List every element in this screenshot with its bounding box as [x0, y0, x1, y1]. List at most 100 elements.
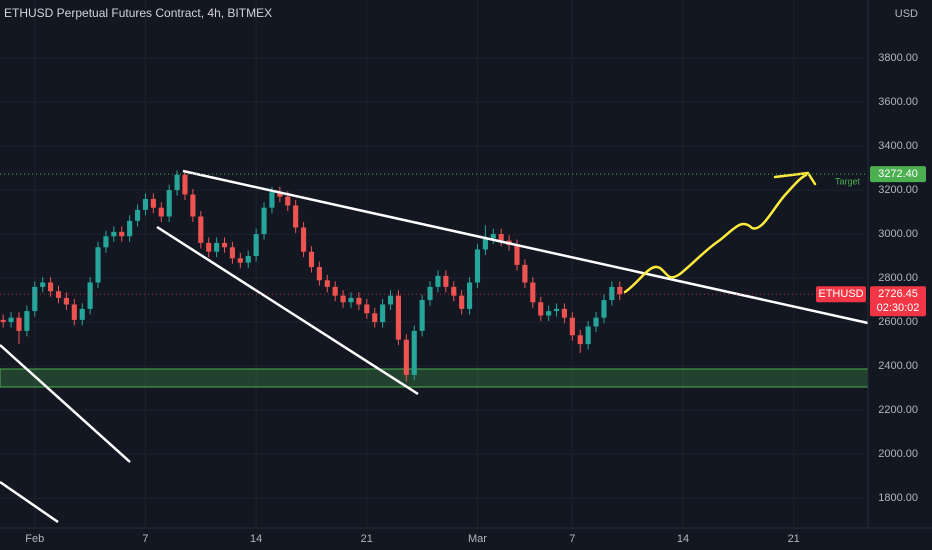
candle-body — [190, 194, 196, 217]
candle-body — [332, 286, 338, 296]
candle-body — [451, 286, 457, 296]
x-tick-label: 21 — [361, 533, 373, 545]
candle-body — [340, 295, 346, 303]
candle-body — [530, 282, 536, 303]
trendline — [182, 169, 869, 325]
candle-body — [593, 317, 599, 327]
y-tick-label: 3600.00 — [878, 96, 918, 108]
candle-body — [395, 295, 401, 340]
target-price-label: 3272.40 — [878, 168, 918, 180]
candle-body — [546, 311, 552, 316]
candle-body — [577, 335, 583, 345]
candle-body — [569, 317, 575, 336]
candle-body — [55, 291, 62, 298]
trendlines — [0, 169, 869, 524]
candle-body — [285, 196, 291, 206]
candle-body — [617, 286, 623, 295]
candle-body — [253, 234, 259, 257]
y-tick-label: 3800.00 — [878, 52, 918, 64]
candle-body — [8, 317, 14, 323]
candle-body — [348, 297, 354, 303]
candle-body — [206, 242, 212, 252]
candle-body — [174, 174, 180, 191]
candle-body — [324, 280, 330, 287]
candle-body — [474, 249, 481, 283]
candle-body — [0, 319, 6, 323]
candle-body — [380, 304, 386, 323]
candle-body — [609, 286, 615, 301]
candle-body — [245, 256, 251, 263]
y-tick-label: 1800.00 — [878, 492, 918, 504]
y-tick-label: 2400.00 — [878, 360, 918, 372]
candle-body — [364, 304, 370, 314]
symbol-box — [816, 286, 866, 303]
candle-body — [419, 300, 425, 331]
support-zone — [0, 368, 869, 388]
price-axis — [868, 0, 932, 550]
candle-body — [158, 207, 164, 217]
candle-body — [269, 192, 275, 208]
currency-label: USD — [895, 8, 918, 20]
candle-body — [316, 267, 322, 281]
x-tick-label: 14 — [250, 533, 262, 545]
candle-body — [585, 326, 591, 345]
candle-body — [411, 330, 417, 375]
y-tick-label: 3200.00 — [878, 184, 918, 196]
candle-body — [538, 302, 544, 316]
candle-body — [142, 198, 149, 210]
y-tick-label: 3000.00 — [878, 228, 918, 240]
y-tick-label: 3400.00 — [878, 140, 918, 152]
candle-body — [403, 339, 409, 375]
candle-body — [229, 247, 235, 259]
candle-body — [119, 231, 125, 237]
candle-body — [300, 227, 307, 252]
y-tick-label: 2200.00 — [878, 404, 918, 416]
candle-body — [79, 308, 85, 320]
candle-body — [498, 234, 504, 241]
candle-body — [277, 192, 283, 197]
candle-body — [95, 247, 101, 283]
candle-body — [24, 311, 30, 331]
candle-body — [237, 258, 243, 263]
candle-body — [459, 295, 465, 309]
candle-body — [63, 297, 69, 305]
candle-body — [71, 304, 77, 320]
x-tick-label: 14 — [677, 533, 689, 545]
candle-body — [387, 295, 394, 305]
candle-body — [514, 245, 520, 265]
candle-body — [214, 242, 220, 252]
y-tick-label: 2600.00 — [878, 316, 918, 328]
x-tick-label: Mar — [468, 533, 487, 545]
candle-body — [32, 286, 38, 312]
x-tick-label: 7 — [142, 533, 148, 545]
candle-body — [482, 238, 488, 250]
chart-title: ETHUSD Perpetual Futures Contract, 4h, B… — [4, 6, 272, 20]
symbol-label: ETHUSD — [818, 288, 863, 300]
candle-body — [150, 198, 156, 208]
candle-body — [443, 275, 449, 287]
candle-body — [221, 242, 228, 248]
candle-body — [435, 275, 441, 287]
trendline — [0, 344, 131, 463]
candle-body — [40, 282, 46, 287]
candle-body — [182, 174, 188, 195]
candle-body — [198, 216, 204, 243]
x-tick-label: 7 — [569, 533, 575, 545]
candle-body — [48, 282, 54, 292]
candle-body — [103, 236, 109, 248]
x-tick-label: 21 — [788, 533, 800, 545]
trendline — [0, 480, 59, 524]
candle-body — [522, 264, 528, 283]
candle-body — [490, 234, 496, 239]
trendline — [156, 225, 419, 396]
candle-body — [134, 209, 141, 221]
countdown-label: 02:30:02 — [877, 302, 920, 314]
candle-body — [293, 205, 299, 228]
candle-body — [561, 308, 568, 318]
x-tick-label: Feb — [25, 533, 44, 545]
projection-arrow — [623, 171, 817, 294]
candle-body — [356, 297, 362, 305]
candle-body — [308, 251, 315, 268]
candle-body — [16, 317, 22, 331]
